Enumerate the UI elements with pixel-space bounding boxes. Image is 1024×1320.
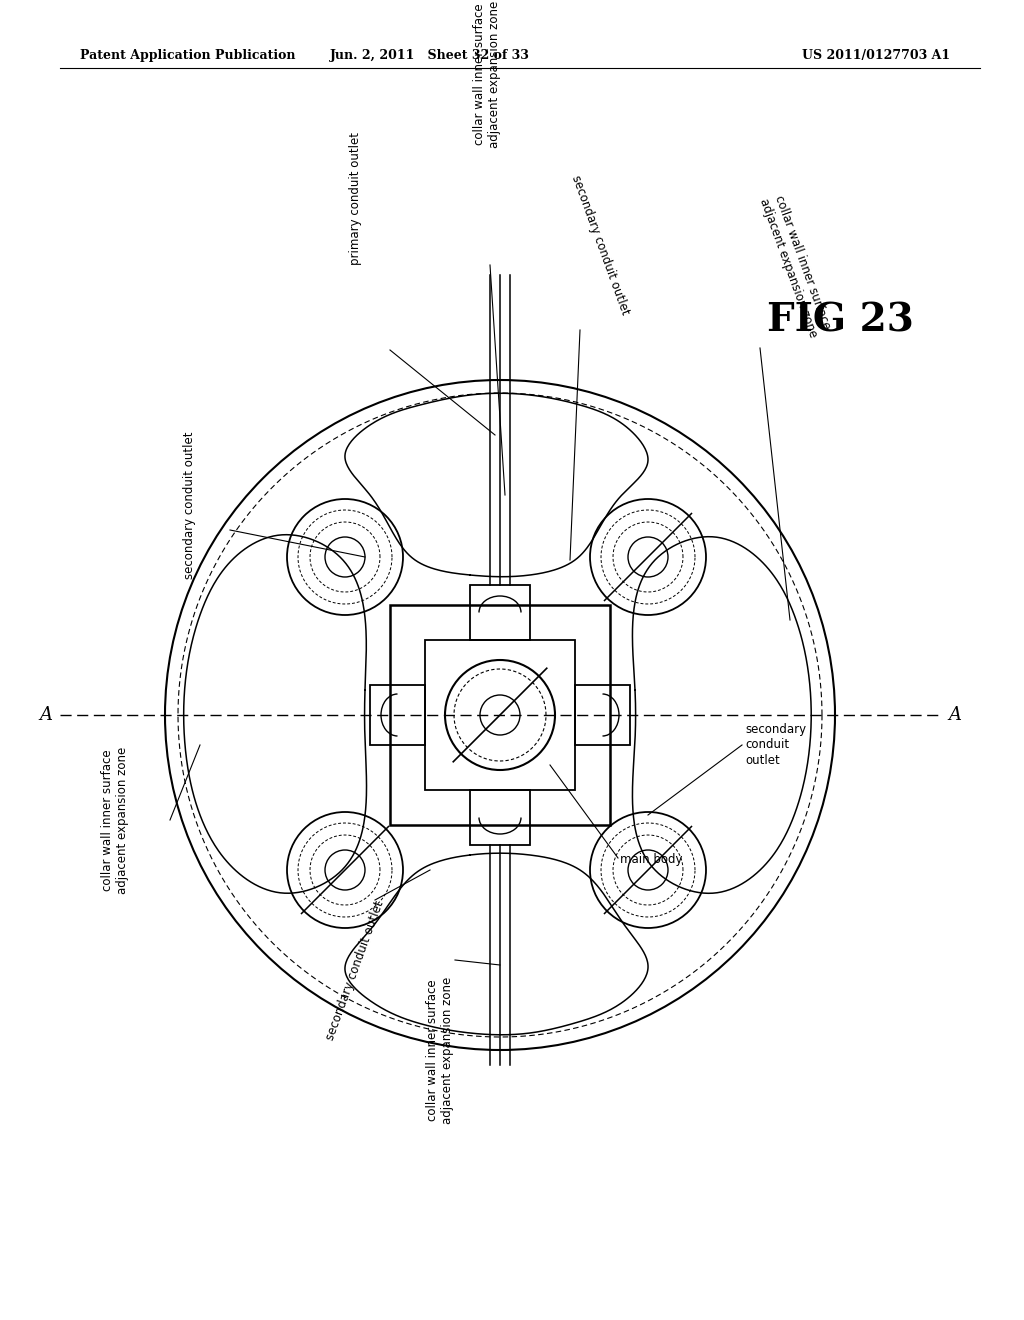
Text: main body: main body [620, 854, 683, 866]
Text: secondary
conduit
outlet: secondary conduit outlet [745, 723, 806, 767]
Text: secondary conduit outlet: secondary conduit outlet [568, 173, 632, 317]
Text: collar wall inner surface
adjacent expansion zone: collar wall inner surface adjacent expan… [101, 746, 129, 894]
Text: collar wall inner surface
adjacent expansion zone: collar wall inner surface adjacent expan… [426, 977, 454, 1123]
Text: secondary conduit outlet: secondary conduit outlet [183, 432, 197, 578]
Text: A: A [948, 706, 961, 723]
Bar [390, 605, 610, 825]
Bar [470, 585, 530, 640]
Text: secondary conduit outlet: secondary conduit outlet [324, 899, 386, 1041]
Text: Patent Application Publication: Patent Application Publication [80, 49, 296, 62]
Text: FIG 23: FIG 23 [767, 301, 913, 339]
Text: collar wall inner surface
adjacent expansion zone: collar wall inner surface adjacent expan… [757, 191, 834, 339]
Bar [470, 789, 530, 845]
Text: collar wall inner surface
adjacent expansion zone: collar wall inner surface adjacent expan… [473, 1, 501, 148]
Text: US 2011/0127703 A1: US 2011/0127703 A1 [802, 49, 950, 62]
Text: primary conduit outlet: primary conduit outlet [348, 132, 361, 265]
Bar [370, 685, 425, 744]
Bar [575, 685, 630, 744]
Text: A: A [39, 706, 52, 723]
Text: Jun. 2, 2011   Sheet 32 of 33: Jun. 2, 2011 Sheet 32 of 33 [330, 49, 530, 62]
Bar [425, 640, 575, 789]
